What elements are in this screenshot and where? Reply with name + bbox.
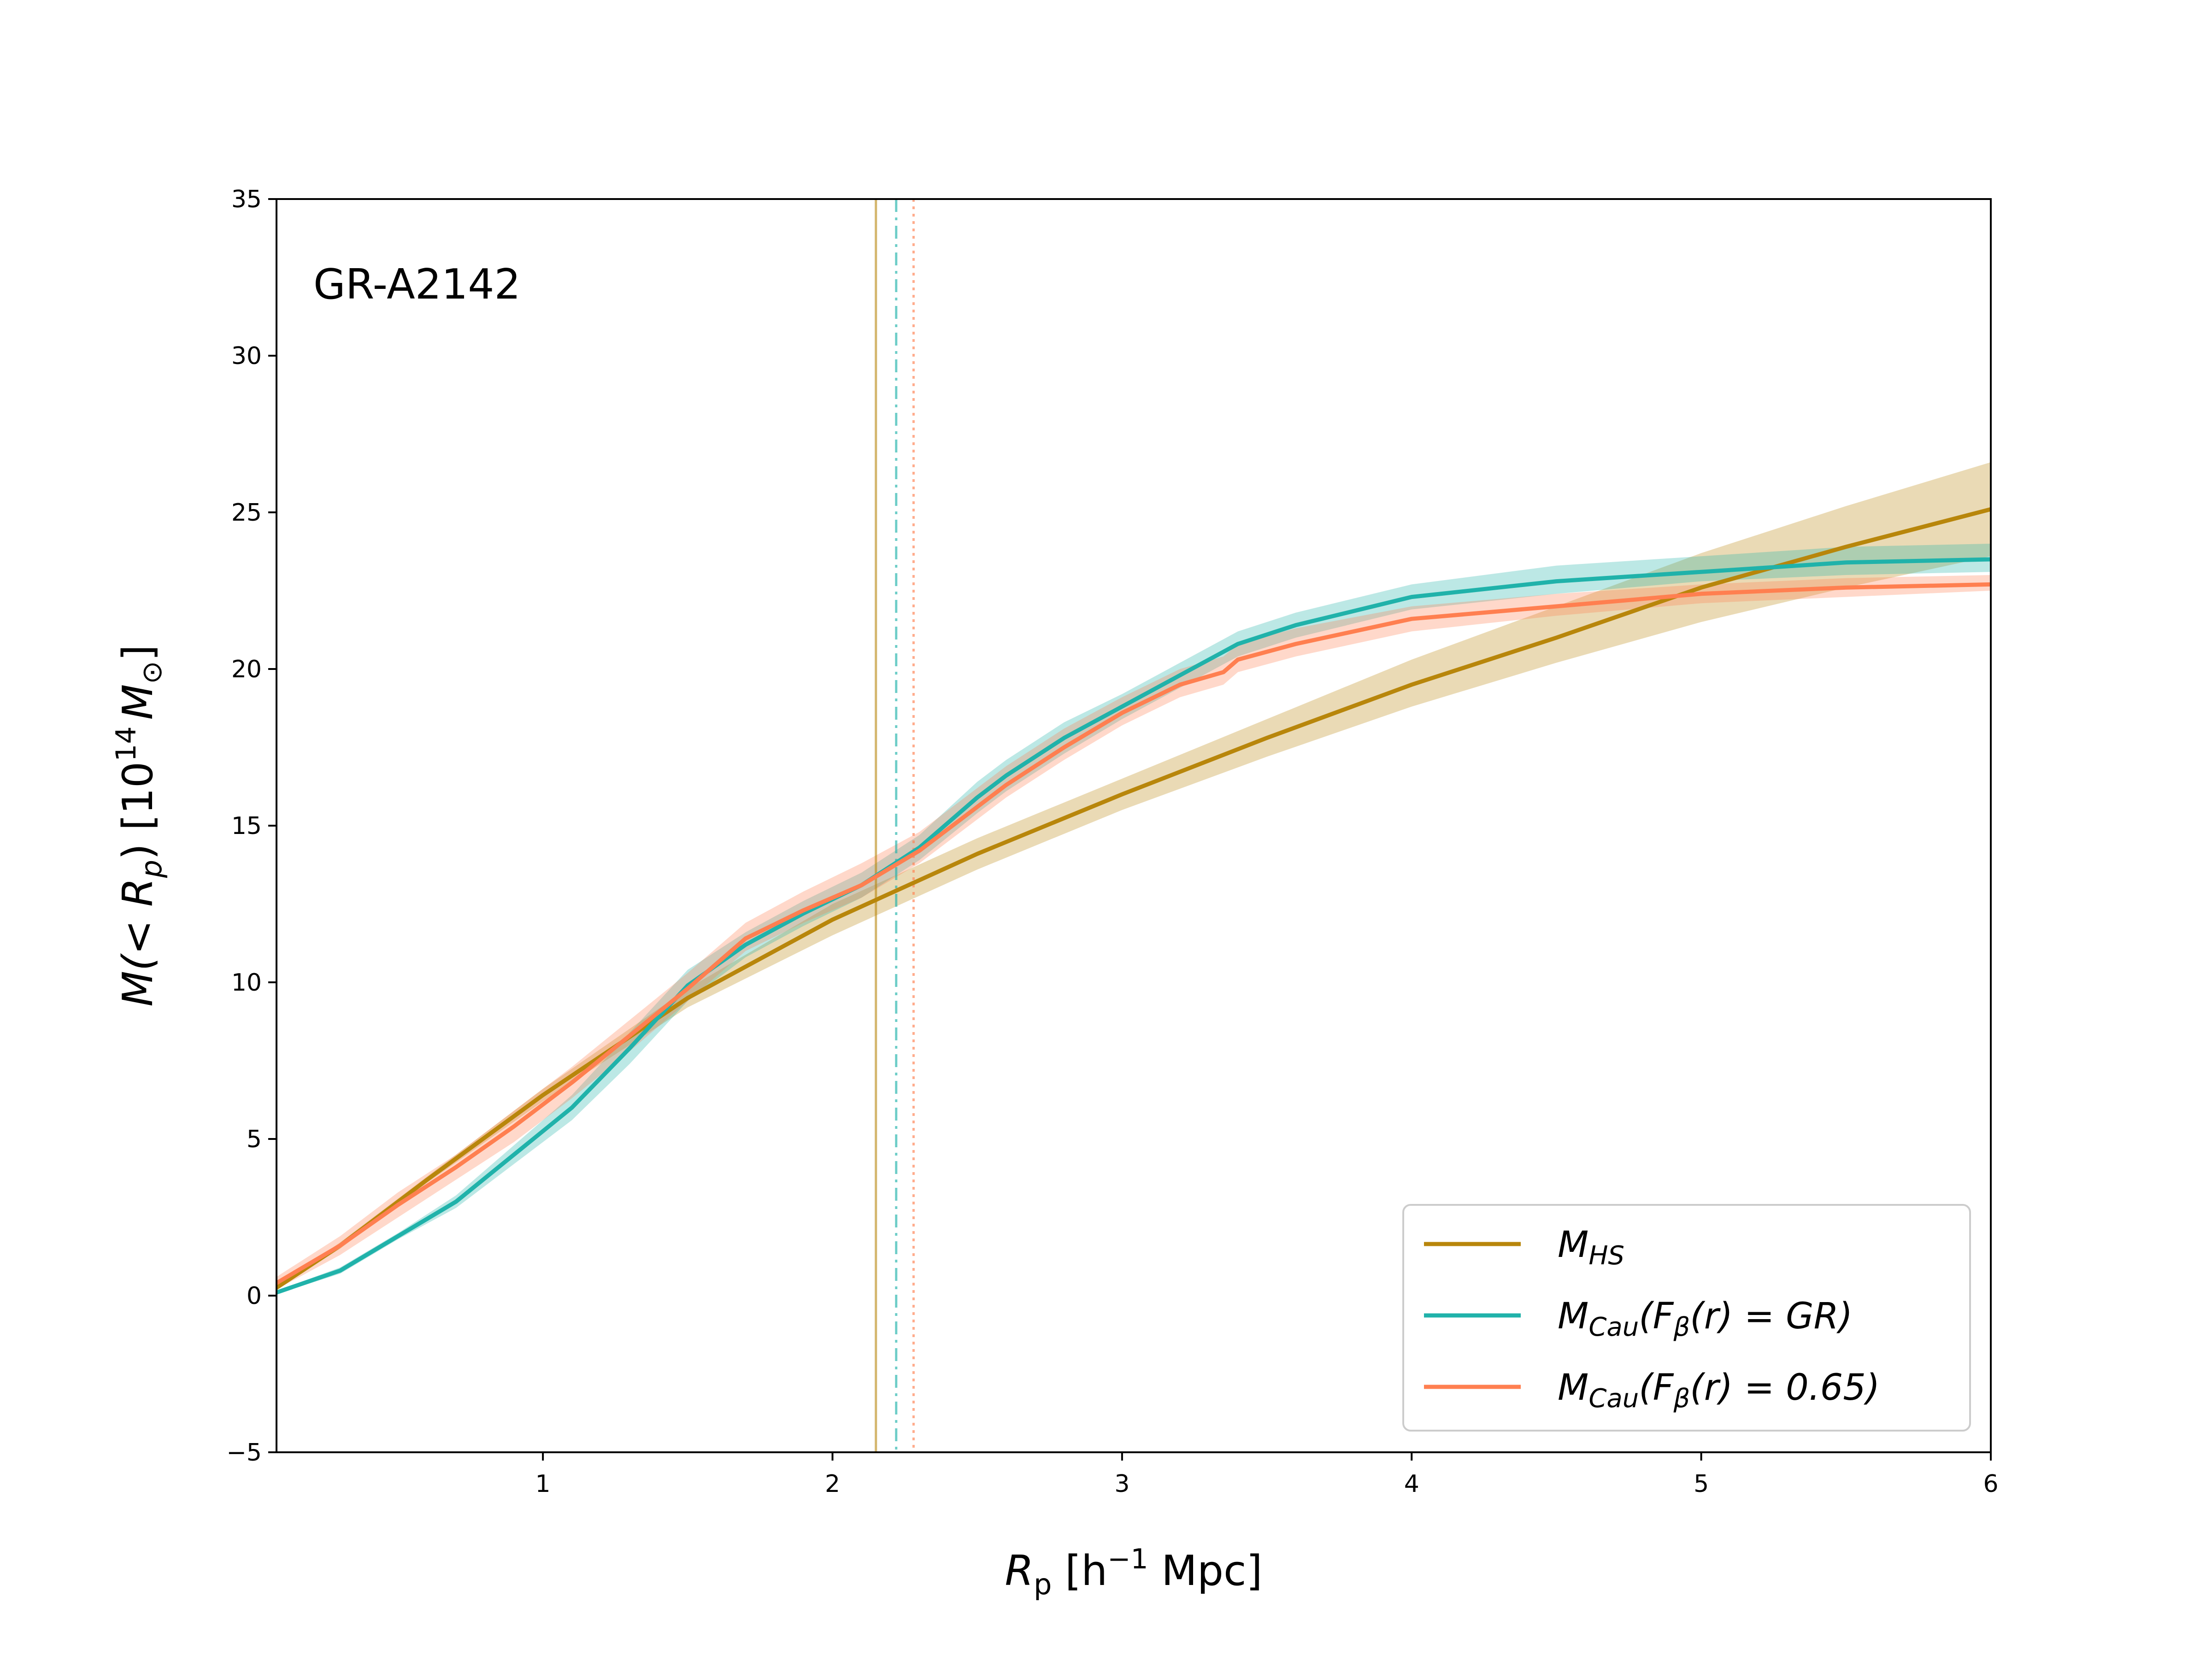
y-tick-label: 15 xyxy=(231,812,262,840)
chart-annotation: GR-A2142 xyxy=(313,260,521,309)
y-axis-ticks: −5 0 5 10 15 20 25 30 35 xyxy=(226,186,276,1467)
reference-lines xyxy=(875,199,915,1452)
y-tick-label: 30 xyxy=(231,342,262,370)
x-axis-ticks: 1 2 3 4 5 6 xyxy=(535,1452,1999,1498)
legend: MHS MCau(Fβ(r) = GR) MCau(Fβ(r) = 0.65) xyxy=(1402,1204,1971,1432)
legend-label-b065: MCau(Fβ(r) = 0.65) xyxy=(1558,1367,1880,1414)
y-tick-label: 25 xyxy=(231,499,262,527)
x-axis-label: Rp [h−1 Mpc] xyxy=(1005,1543,1262,1601)
legend-label-hs: MHS xyxy=(1558,1224,1624,1271)
y-axis-label: M(< Rp) [1014M⊙] xyxy=(110,645,168,1006)
legend-box xyxy=(1402,1204,1971,1432)
legend-label-gr: MCau(Fβ(r) = GR) xyxy=(1558,1296,1853,1342)
band-b065 xyxy=(276,575,1991,1290)
x-tick-label: 4 xyxy=(1404,1470,1419,1498)
y-tick-label: 0 xyxy=(247,1282,262,1310)
band-gr xyxy=(276,544,1991,1294)
y-tick-label: 20 xyxy=(231,656,262,683)
x-tick-label: 1 xyxy=(535,1470,551,1498)
series-lines xyxy=(276,507,1991,1295)
line-b065 xyxy=(276,582,1991,1285)
band-hs xyxy=(276,462,1991,1290)
y-tick-label: 35 xyxy=(231,186,262,213)
x-tick-label: 5 xyxy=(1694,1470,1709,1498)
x-tick-label: 6 xyxy=(1983,1470,1998,1498)
x-tick-label: 3 xyxy=(1114,1470,1130,1498)
y-tick-label: 10 xyxy=(231,969,262,997)
x-tick-label: 2 xyxy=(825,1470,840,1498)
y-tick-label: −5 xyxy=(226,1439,262,1467)
y-tick-label: 5 xyxy=(247,1126,262,1153)
line-gr xyxy=(276,557,1991,1295)
confidence-bands xyxy=(276,462,1991,1294)
